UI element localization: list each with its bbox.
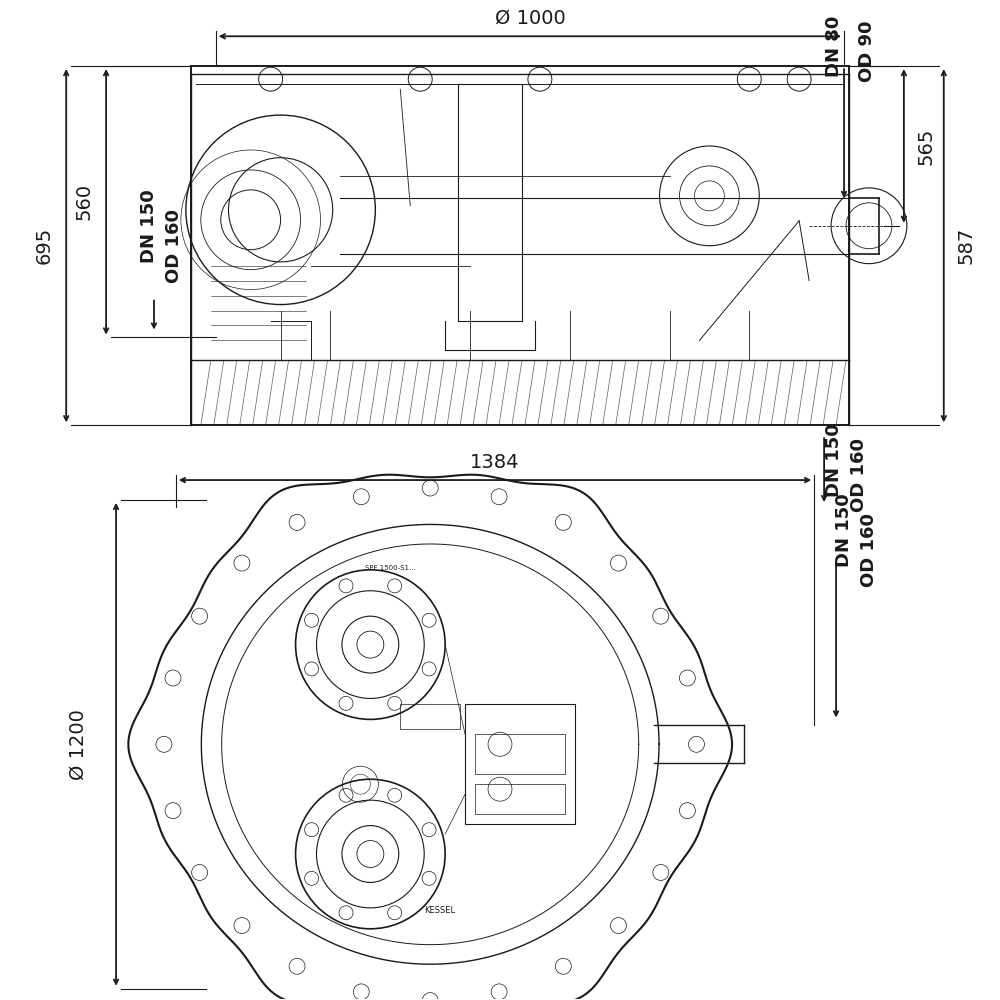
Circle shape xyxy=(339,788,353,802)
Circle shape xyxy=(422,871,436,885)
Circle shape xyxy=(610,918,626,934)
Text: DN 80: DN 80 xyxy=(825,16,843,77)
Circle shape xyxy=(192,608,208,624)
Circle shape xyxy=(339,579,353,593)
Circle shape xyxy=(305,823,319,837)
Circle shape xyxy=(305,613,319,627)
Text: KESSEL: KESSEL xyxy=(425,906,456,915)
Circle shape xyxy=(339,696,353,710)
Circle shape xyxy=(388,788,402,802)
Circle shape xyxy=(491,984,507,1000)
Text: 587: 587 xyxy=(956,227,975,264)
Circle shape xyxy=(289,514,305,530)
Circle shape xyxy=(305,662,319,676)
Circle shape xyxy=(165,803,181,819)
Text: 560: 560 xyxy=(75,183,94,220)
Bar xyxy=(465,704,575,824)
Text: SPF 1500-S1...: SPF 1500-S1... xyxy=(365,565,416,571)
Circle shape xyxy=(679,670,695,686)
Circle shape xyxy=(234,918,250,934)
Circle shape xyxy=(610,555,626,571)
Bar xyxy=(475,784,565,814)
Circle shape xyxy=(422,823,436,837)
Text: Ø 1200: Ø 1200 xyxy=(69,709,88,780)
Circle shape xyxy=(555,514,571,530)
Circle shape xyxy=(388,579,402,593)
Circle shape xyxy=(491,489,507,505)
Text: Ø 1000: Ø 1000 xyxy=(495,9,565,28)
Circle shape xyxy=(422,993,438,1000)
Circle shape xyxy=(388,696,402,710)
Circle shape xyxy=(192,864,208,880)
Text: OD 160: OD 160 xyxy=(165,209,183,283)
Circle shape xyxy=(679,803,695,819)
Text: 1384: 1384 xyxy=(470,453,520,472)
Text: DN 150: DN 150 xyxy=(140,189,158,263)
Circle shape xyxy=(653,864,669,880)
Text: OD 90: OD 90 xyxy=(858,21,876,82)
Circle shape xyxy=(422,613,436,627)
Circle shape xyxy=(339,906,353,920)
Circle shape xyxy=(305,871,319,885)
Circle shape xyxy=(353,489,369,505)
Bar xyxy=(400,704,460,729)
Circle shape xyxy=(555,958,571,974)
Circle shape xyxy=(688,736,704,752)
Text: DN 150: DN 150 xyxy=(835,493,853,567)
Circle shape xyxy=(422,480,438,496)
Circle shape xyxy=(422,662,436,676)
Bar xyxy=(475,734,565,774)
Circle shape xyxy=(653,608,669,624)
Text: 695: 695 xyxy=(35,227,54,264)
Circle shape xyxy=(234,555,250,571)
Circle shape xyxy=(165,670,181,686)
Text: OD 160: OD 160 xyxy=(850,438,868,512)
Text: OD 160: OD 160 xyxy=(860,513,878,587)
Circle shape xyxy=(388,906,402,920)
Circle shape xyxy=(353,984,369,1000)
Circle shape xyxy=(289,958,305,974)
Text: 565: 565 xyxy=(916,127,935,165)
Text: DN 150: DN 150 xyxy=(825,423,843,497)
Circle shape xyxy=(156,736,172,752)
